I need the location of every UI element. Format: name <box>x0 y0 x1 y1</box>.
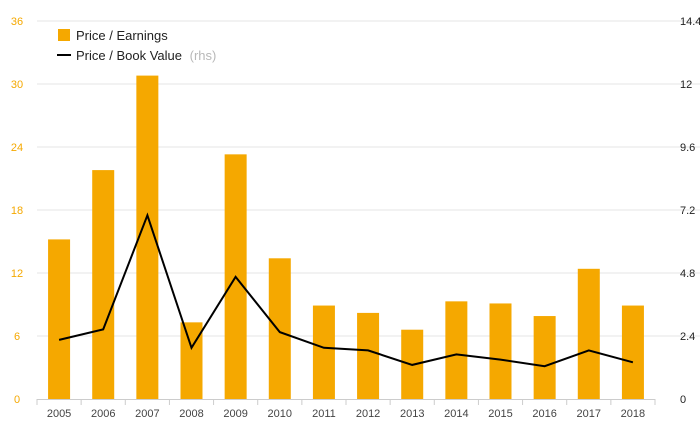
right-tick-label: 7.2 <box>680 205 695 217</box>
x-tick-label: 2015 <box>488 408 512 420</box>
bar-price-earnings <box>489 303 512 399</box>
left-tick-label: 36 <box>11 16 23 28</box>
bar-price-earnings <box>268 258 291 399</box>
right-tick-label: 2.4 <box>680 331 695 343</box>
x-tick-label: 2016 <box>532 408 556 420</box>
bar-price-earnings <box>48 239 71 399</box>
x-tick-label: 2013 <box>400 408 424 420</box>
x-tick-label: 2011 <box>312 408 336 420</box>
x-tick-label: 2010 <box>268 408 292 420</box>
bar-price-earnings <box>445 301 468 399</box>
right-tick-label: 12 <box>680 79 692 91</box>
bar-price-earnings <box>621 305 644 399</box>
bar-series <box>48 75 644 399</box>
bar-price-earnings <box>357 312 380 399</box>
left-axis: 0 6 12 18 24 30 36 <box>11 16 23 406</box>
right-tick-label: 9.6 <box>680 142 695 154</box>
line-series <box>58 212 634 368</box>
left-tick-label: 24 <box>11 142 23 154</box>
left-tick-label: 6 <box>14 331 20 343</box>
legend-label-price-book: Price / Book Value <box>76 48 182 63</box>
x-tick-label: 2008 <box>179 408 203 420</box>
legend: Price / Earnings Price / Book Value (rhs… <box>57 28 216 63</box>
bar-price-earnings <box>533 316 556 399</box>
legend-label-rhs-suffix: (rhs) <box>190 48 217 63</box>
x-tick-label: 2006 <box>91 408 115 420</box>
legend-label-price-earnings: Price / Earnings <box>76 28 168 43</box>
right-tick-label: 4.8 <box>680 268 695 280</box>
x-tick-label: 2012 <box>356 408 380 420</box>
x-axis: 2005 2006 2007 2008 2009 2010 2011 2012 2013 2014… <box>36 399 656 420</box>
line-price-book-value <box>58 212 634 368</box>
left-tick-label: 0 <box>14 394 20 406</box>
bar-price-earnings <box>92 170 115 399</box>
x-tick-label: 2017 <box>577 408 601 420</box>
bar-price-earnings <box>577 268 600 399</box>
left-tick-label: 12 <box>11 268 23 280</box>
right-axis: 0 2.4 4.8 7.2 9.6 12 14.4 <box>680 16 700 406</box>
x-tick-label: 2005 <box>47 408 71 420</box>
right-tick-label: 14.4 <box>680 16 700 28</box>
left-tick-label: 30 <box>11 79 23 91</box>
x-tick-label: 2007 <box>135 408 159 420</box>
left-tick-label: 18 <box>11 205 23 217</box>
x-tick-label: 2014 <box>444 408 468 420</box>
right-tick-label: 0 <box>680 394 686 406</box>
bar-price-earnings <box>136 75 159 399</box>
bar-price-earnings <box>180 322 203 399</box>
x-tick-label: 2018 <box>621 408 645 420</box>
legend-swatch-price-earnings <box>58 29 70 41</box>
svg-text:Price / Book Value (rhs): Price / Book Value (rhs) <box>76 48 216 63</box>
x-tick-label: 2009 <box>223 408 247 420</box>
bar-price-earnings <box>312 305 335 399</box>
